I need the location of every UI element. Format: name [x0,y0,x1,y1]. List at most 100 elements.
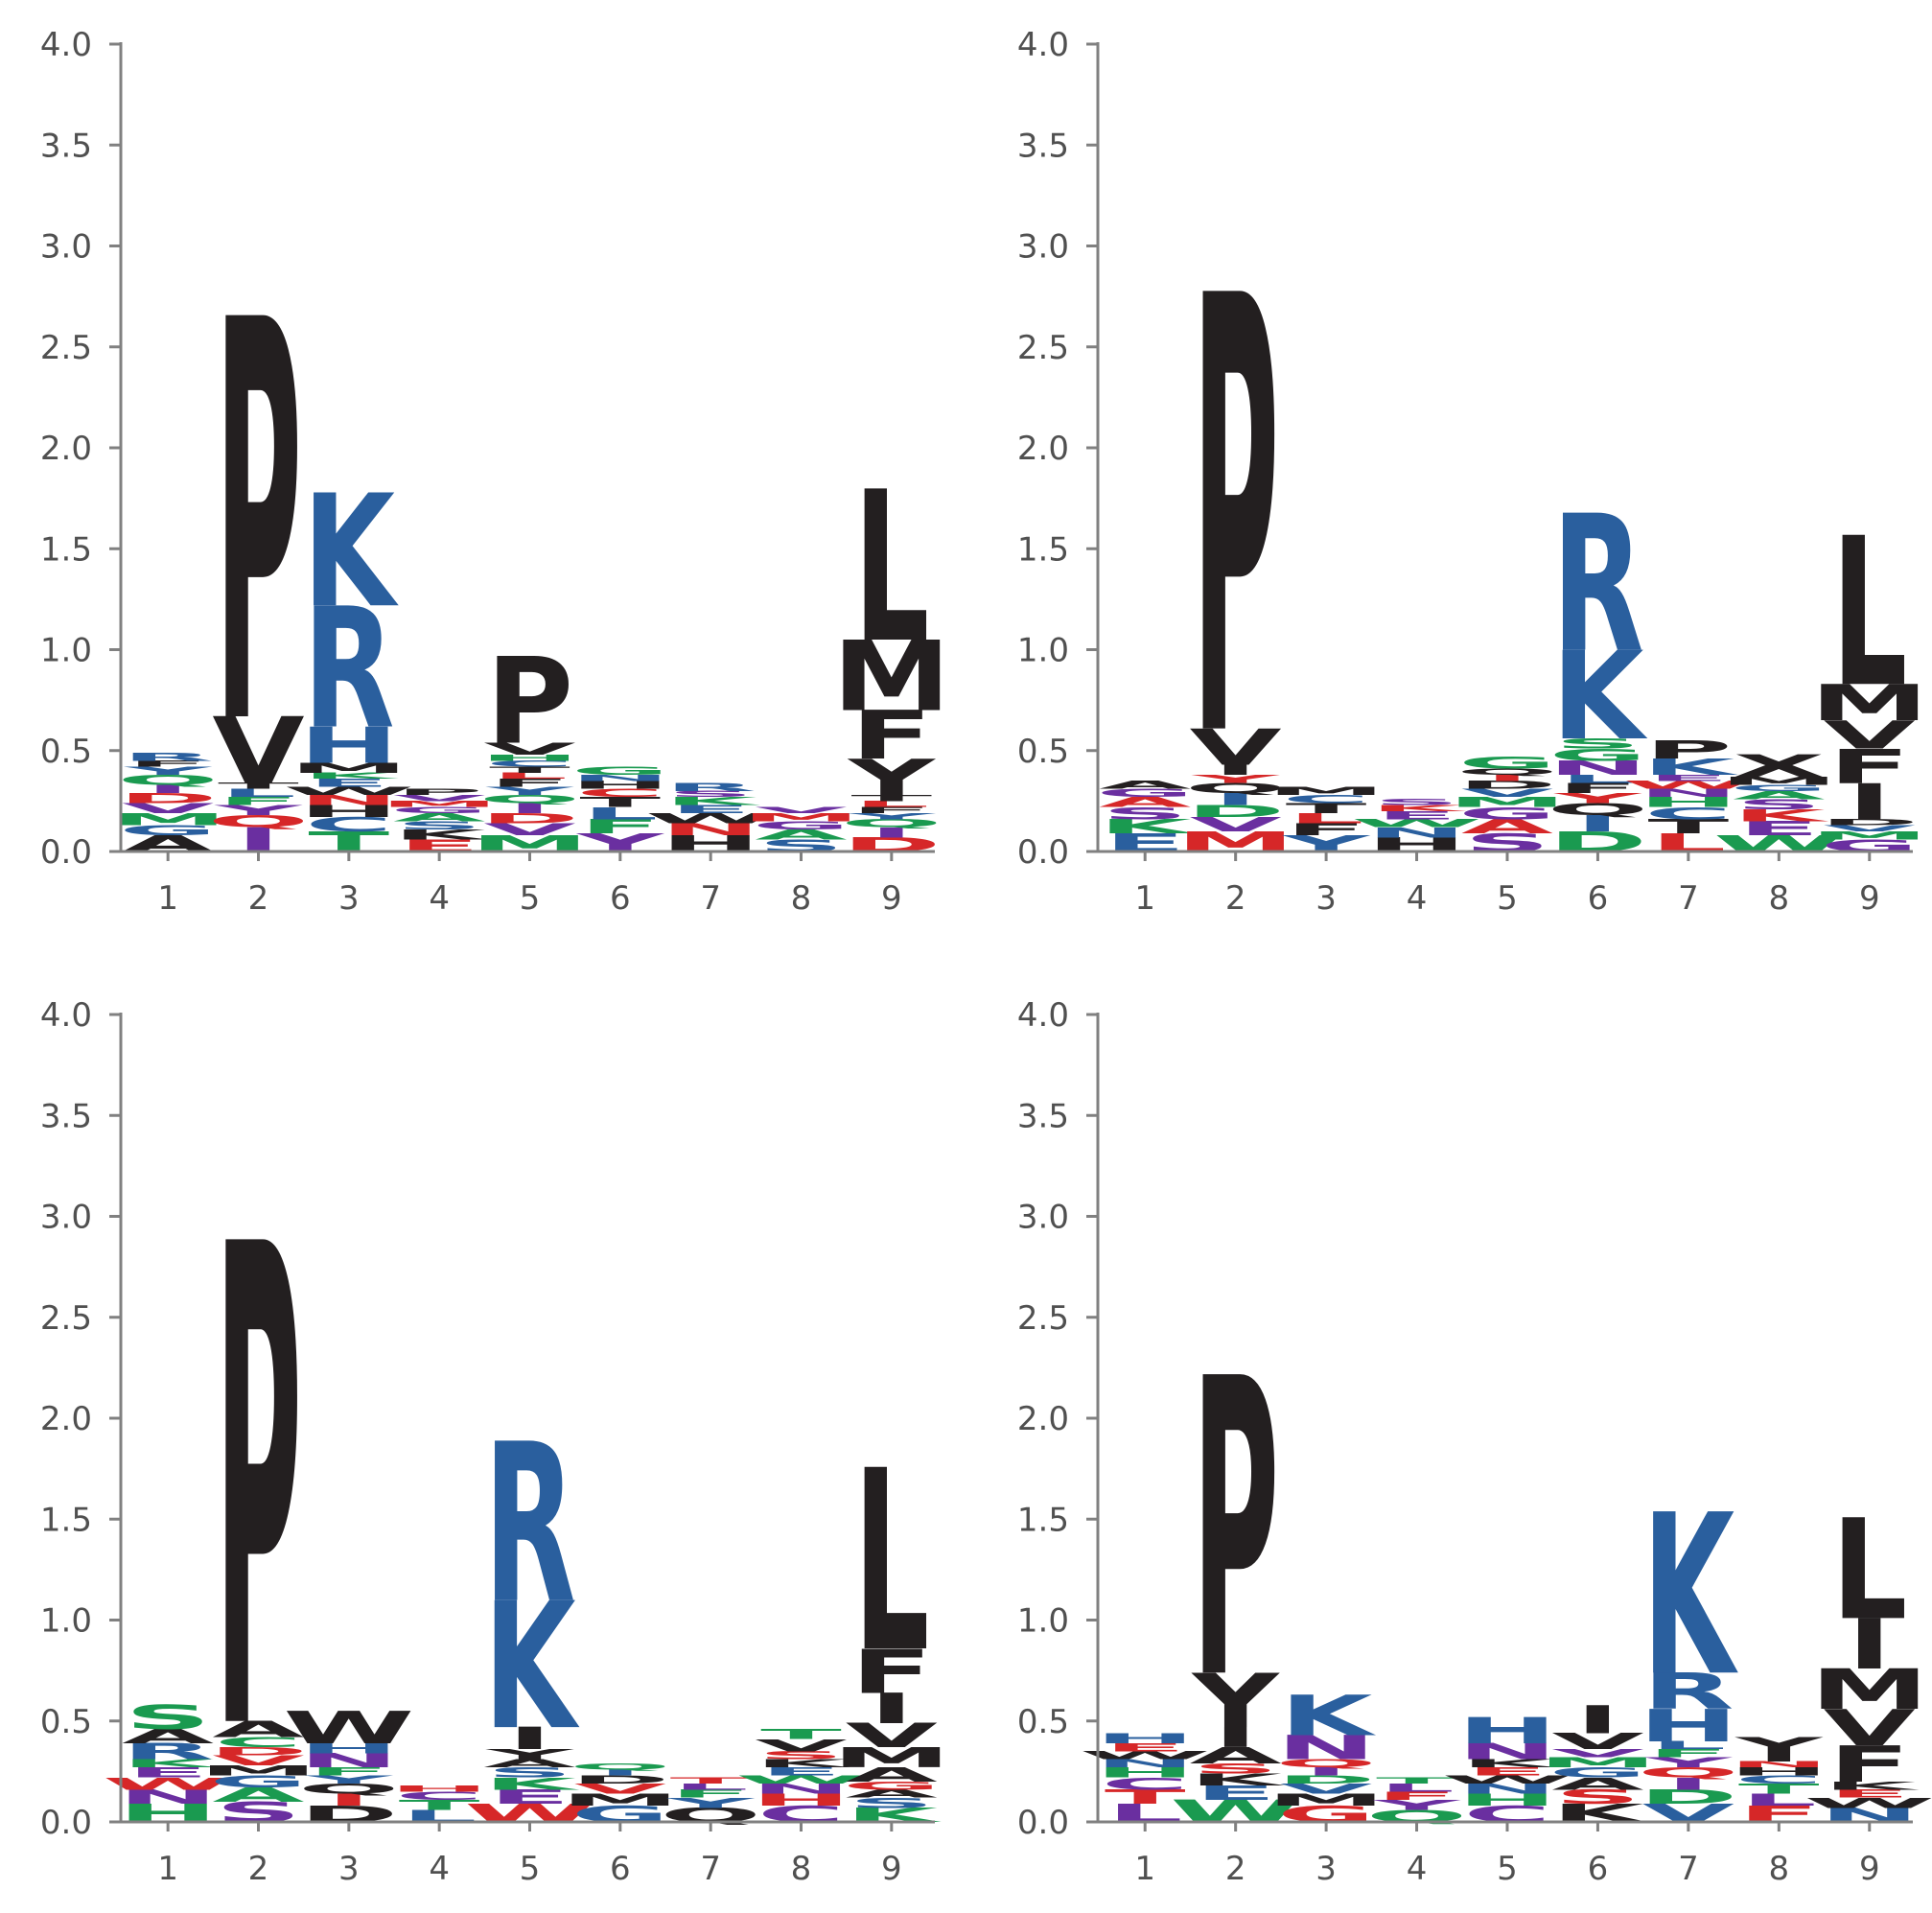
logo-letter: Q [841,817,943,829]
logo-letter: E [1105,1741,1186,1754]
logo-letter: K [1824,1780,1920,1792]
logo-letter: Y [485,784,574,797]
y-tick-label: 0.5 [1017,733,1069,771]
x-tick-label: 8 [791,1850,812,1888]
logo-letter: T [218,782,299,791]
y-tick-label: 1.0 [40,1602,92,1641]
logo-letter: Y [847,811,936,821]
logo-letter: D [119,790,218,806]
logo-letter: E [308,777,389,789]
x-tick-label: 8 [1769,1850,1790,1888]
logo-letter: N [1276,1729,1376,1768]
logo-letter: F [850,1637,932,1708]
logo-letter: I [1485,773,1529,782]
x-tick-label: 9 [1859,1850,1880,1888]
logo-letter: E [670,803,752,815]
logo-letter: S [1193,1761,1279,1777]
logo-letter: Y [1643,1755,1733,1771]
logo-letter: S [125,1698,211,1738]
logo-letter: F [218,795,299,807]
logo-letter: Q [1456,767,1558,777]
logo-letter: H [479,753,579,762]
y-tick-label: 2.0 [40,430,92,468]
logo-letter: V [846,1716,939,1756]
logo-letter: T [489,765,570,775]
logo-letter: E [489,1785,570,1808]
logo-letter: I [507,1721,551,1757]
logo-letter: A [1099,794,1192,810]
logo-letter: I [870,825,914,841]
y-tick-label: 1.0 [1017,632,1069,670]
y-tick-label: 0.5 [40,1703,92,1741]
x-tick-label: 6 [610,879,631,918]
logo-letter: T [1376,1776,1457,1785]
x-tick-label: 3 [338,1850,360,1888]
logo-letter: N [1457,1739,1557,1765]
logo-letter: Q [117,772,219,788]
logo-letter: Y [1190,1659,1281,1745]
logo-letter: I [327,1790,371,1809]
logo-letter: A [1461,815,1553,838]
y-tick-label: 3.5 [40,127,92,165]
logo-letter: T [1738,1781,1820,1797]
logo-letter: T [670,1776,752,1785]
logo-letter: R [1642,1664,1734,1721]
logo-letter: A [846,1763,938,1786]
logo-letter: Y [214,803,303,819]
logo-letter: H [1639,1700,1738,1752]
logo-letter: L [853,447,929,689]
x-tick-label: 6 [1588,879,1609,918]
logo-letter: K [1190,1770,1287,1789]
logo-letter: K [1642,755,1738,781]
logo-letter: V [212,699,305,805]
x-tick-label: 7 [1678,879,1699,918]
logo-letter: G [1548,1764,1646,1781]
logo-letter: K [755,1757,851,1769]
logo-letter: V [483,820,576,839]
logo-letter: F [1557,781,1639,797]
logo-letter: A [393,811,485,824]
logo-letter: K [664,795,761,807]
x-tick-label: 7 [700,879,721,918]
logo-letter: Y [848,750,937,807]
logo-letter: V [1461,786,1553,799]
logo-letter: M [742,811,861,824]
logo-letter: S [667,789,753,799]
x-tick-label: 9 [881,1850,902,1888]
logo-letter: L [1741,1790,1817,1809]
logo-letter: L [1560,773,1636,785]
logo-letter: G [1096,786,1194,799]
logo-letter: N [751,1781,850,1797]
logo-letter: V [1190,719,1283,777]
logo-letter: W [283,1703,414,1755]
y-tick-label: 2.5 [40,1299,92,1338]
logo-letter: H [299,1740,399,1757]
y-tick-label: 1.0 [40,632,92,670]
logo-letter: K [393,827,490,843]
logo-letter: R [1552,476,1644,694]
y-tick-label: 2.5 [1017,329,1069,367]
logo-letter: Y [485,1746,574,1762]
logo-letter: D [480,810,579,827]
logo-letter: S [396,819,482,831]
logo-letter: Y [1553,790,1642,806]
logo-letter: R [664,781,757,793]
logo-letter: A [846,1787,938,1800]
x-tick-label: 4 [1407,879,1428,918]
logo-letter: F [1286,820,1367,839]
logo-letter: F [670,1787,752,1800]
logo-letter: L [1650,1739,1726,1752]
logo-letter: I [1304,1765,1348,1778]
logo-letter: P [215,1108,302,1878]
logo-letter: X [1733,749,1825,784]
logo-letter: E [1376,809,1457,822]
logo-panel-bottom-right: LTCHNWEHWEKSAIYPGMVDIQNKQYFLTCHNWEKNHKSA… [1017,996,1932,1888]
logo-letter: A [483,1757,575,1769]
logo-letter: K [1370,804,1466,813]
x-tick-label: 4 [429,879,450,918]
logo-letter: V [1551,1747,1643,1760]
logo-letter: G [1458,754,1556,773]
logo-letter: D [1639,1785,1737,1808]
y-tick-label: 1.0 [1017,1602,1069,1641]
logo-letter: C [486,759,573,769]
